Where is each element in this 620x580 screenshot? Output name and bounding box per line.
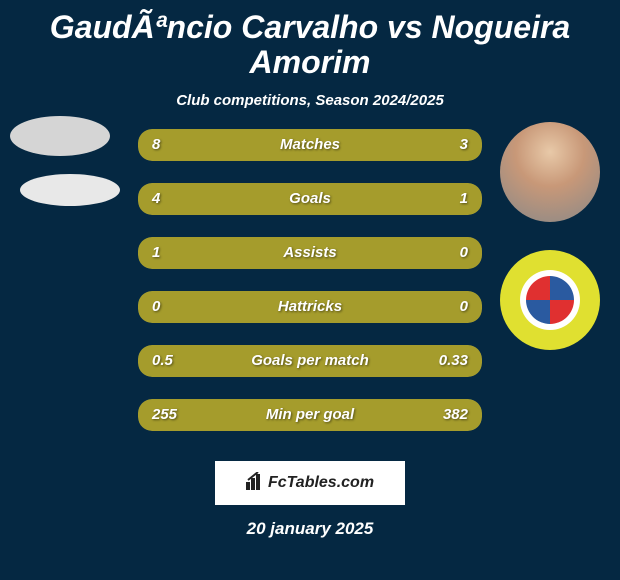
stat-bar: 0.50.33Goals per match [138, 345, 482, 377]
stat-label: Min per goal [138, 399, 482, 431]
club-badge-inner [526, 276, 574, 324]
brand-icon [246, 472, 264, 495]
page-subtitle: Club competitions, Season 2024/2025 [0, 92, 620, 109]
brand-label: FcTables.com [268, 474, 374, 492]
player-right-club-badge [500, 250, 600, 350]
player-left-photo-2 [20, 174, 120, 206]
player-right-photo [500, 122, 600, 222]
page-title: GaudÃªncio Carvalho vs Nogueira Amorim [0, 0, 620, 80]
stat-row: 0.50.33Goals per match [0, 345, 620, 399]
stat-label: Goals [138, 183, 482, 215]
stat-label: Assists [138, 237, 482, 269]
stat-bar: 00Hattricks [138, 291, 482, 323]
brand-box: FcTables.com [215, 461, 405, 505]
stat-bar: 41Goals [138, 183, 482, 215]
stat-label: Goals per match [138, 345, 482, 377]
stat-row: 255382Min per goal [0, 399, 620, 453]
stat-label: Hattricks [138, 291, 482, 323]
stat-bar: 255382Min per goal [138, 399, 482, 431]
date-label: 20 january 2025 [0, 519, 620, 539]
stat-bar: 10Assists [138, 237, 482, 269]
stat-label: Matches [138, 129, 482, 161]
player-left-photo-1 [10, 116, 110, 156]
stat-bar: 83Matches [138, 129, 482, 161]
